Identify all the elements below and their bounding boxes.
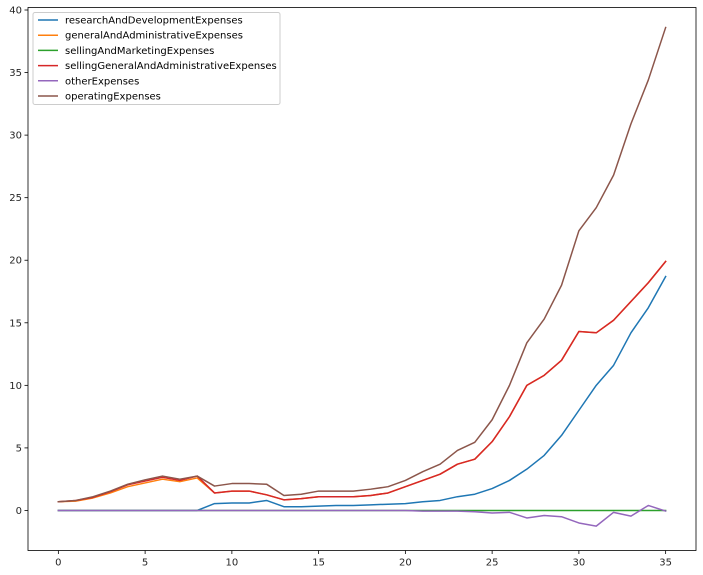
series-line-sellingGeneralAndAdministrativeExpenses [57,260,667,503]
plot-frame [27,7,697,551]
y-axis: 0 5 10 15 20 25 30 35 40 [9,6,28,517]
legend-label-sellingGeneralAndAdministrativeExpenses: sellingGeneralAndAdministrativeExpenses [65,61,277,72]
series-line-operatingExpenses [57,26,667,503]
y-tick-label: 25 [9,193,22,204]
x-tick-label: 25 [486,558,499,569]
y-tick-label: 0 [16,506,22,517]
x-tick-label: 20 [399,558,412,569]
x-axis: 0 5 10 15 20 25 30 35 [55,550,672,569]
y-tick-label: 40 [9,6,22,17]
y-tick-label: 35 [9,68,22,79]
legend: researchAndDevelopmentExpenses generalAnd… [32,12,281,105]
x-tick-label: 0 [55,558,61,569]
x-tick-label: 10 [226,558,239,569]
y-tick-label: 20 [9,256,22,267]
x-tick-label: 30 [573,558,586,569]
y-tick-label: 5 [16,443,22,454]
y-tick-label: 30 [9,131,22,142]
y-tick-label: 10 [9,381,22,392]
series-line-otherExpenses [57,504,667,527]
legend-box [32,12,281,105]
legend-label-operatingExpenses: operatingExpenses [65,92,161,103]
legend-label-sellingAndMarketingExpenses: sellingAndMarketingExpenses [65,46,214,57]
legend-label-generalAndAdministrativeExpenses: generalAndAdministrativeExpenses [65,31,243,42]
series-layer [57,26,667,527]
y-tick-label: 15 [9,318,22,329]
x-tick-label: 15 [312,558,325,569]
x-tick-label: 5 [142,558,148,569]
legend-label-otherExpenses: otherExpenses [65,76,139,87]
x-tick-label: 35 [659,558,672,569]
legend-label-researchAndDevelopmentExpenses: researchAndDevelopmentExpenses [65,16,243,27]
